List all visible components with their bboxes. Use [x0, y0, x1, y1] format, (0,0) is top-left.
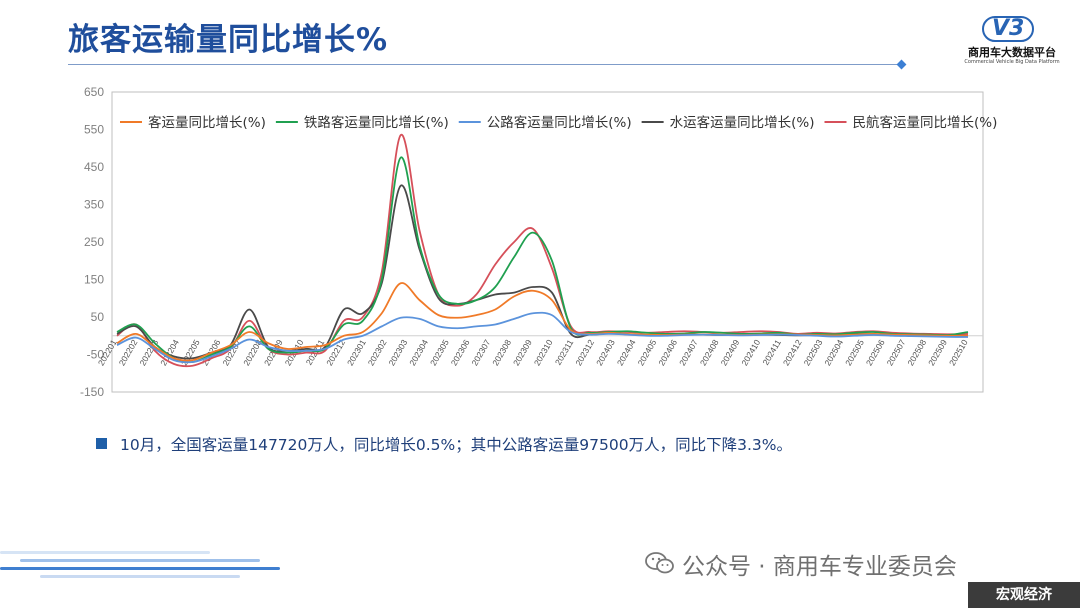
x-tick-label: 202412: [781, 338, 804, 368]
x-tick-label: 202403: [594, 338, 617, 368]
legend-label: 公路客运量同比增长(%): [487, 114, 632, 131]
chart-svg: 65055045035025015050-50-1502022012022022…: [80, 85, 998, 399]
x-tick-label: 202508: [905, 338, 928, 368]
y-tick-label: 350: [84, 198, 104, 212]
x-tick-label: 202309: [511, 338, 534, 368]
category-tag: 宏观经济: [968, 582, 1080, 608]
y-tick-label: -150: [80, 385, 104, 399]
x-tick-label: 202505: [843, 338, 866, 368]
x-tick-label: 202510: [947, 338, 970, 368]
x-tick-label: 202208: [241, 338, 264, 368]
x-tick-label: 202308: [490, 338, 513, 368]
x-tick-label: 202506: [864, 338, 887, 368]
plot-area: [111, 91, 984, 393]
legend-label: 客运量同比增长(%): [148, 114, 266, 131]
logo-name: 商用车大数据平台: [968, 46, 1056, 59]
x-tick-label: 202306: [449, 338, 472, 368]
x-tick-label: 202409: [719, 338, 742, 368]
wechat-account: 公众号 · 商用车专业委员会: [682, 554, 957, 580]
x-tick-label: 202404: [615, 338, 638, 368]
legend-label: 民航客运量同比增长(%): [853, 114, 998, 131]
x-tick-label: 202307: [469, 338, 492, 368]
y-tick-label: 250: [84, 235, 104, 249]
x-tick-label: 202305: [428, 338, 451, 368]
series-line: [116, 156, 969, 364]
summary-note: 10月，全国客运量147720万人，同比增长0.5%；其中公路客运量97500万…: [120, 436, 792, 454]
note-bullet: [96, 438, 107, 449]
x-tick-label: 202405: [636, 338, 659, 368]
series-line: [116, 282, 969, 362]
x-tick-label: 202301: [345, 338, 368, 368]
series-line: [116, 311, 969, 364]
x-tick-label: 202310: [532, 338, 555, 368]
x-tick-label: 202302: [366, 338, 389, 368]
x-tick-label: 202503: [802, 338, 825, 368]
page-title: 旅客运输量同比增长%: [68, 22, 389, 58]
x-tick-label: 202504: [822, 338, 845, 368]
line-chart: 650 550 450 350 250 150 50 -50 -150 202201 202202 2…: [0, 80, 1000, 410]
header-divider: [68, 64, 904, 65]
x-tick-label: 202408: [698, 338, 721, 368]
y-tick-label: 150: [84, 273, 104, 287]
legend-label: 铁路客运量同比增长(%): [304, 114, 449, 131]
series-line: [116, 134, 969, 368]
header-diamond: [896, 59, 907, 70]
y-tick-label: 50: [91, 310, 105, 324]
x-tick-label: 202509: [926, 338, 949, 368]
brand-logo: V3 商用车大数据平台 Commercial Vehicle Big Data …: [958, 16, 1066, 68]
x-tick-label: 202411: [760, 338, 783, 367]
x-tick-label: 202406: [656, 338, 679, 368]
y-tick-label: 550: [84, 123, 104, 137]
x-tick-label: 202303: [386, 338, 409, 368]
x-tick-label: 202407: [677, 338, 700, 368]
x-tick-label: 202304: [407, 338, 430, 368]
x-tick-label: 202311: [553, 338, 576, 367]
legend-label: 水运客运量同比增长(%): [670, 114, 815, 131]
y-tick-label: 450: [84, 160, 104, 174]
logo-mark: V3: [982, 16, 1035, 42]
y-tick-label: -50: [87, 348, 105, 362]
logo-subtitle: Commercial Vehicle Big Data Platform: [964, 59, 1060, 65]
truck-decoration: [0, 545, 300, 585]
y-tick-label: 650: [84, 85, 104, 99]
x-tick-label: 202507: [885, 338, 908, 368]
x-tick-label: 202312: [573, 338, 596, 368]
wechat-icon: [645, 552, 674, 574]
x-tick-label: 202410: [739, 338, 762, 368]
